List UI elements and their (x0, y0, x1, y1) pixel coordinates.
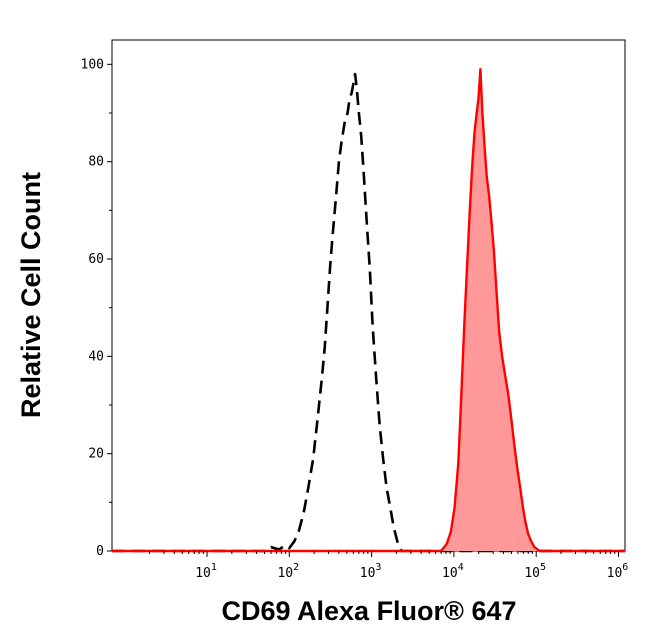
x-tick-label: 101 (195, 562, 217, 581)
y-tick-label: 20 (88, 447, 104, 462)
x-tick-label: 106 (607, 562, 629, 581)
y-tick-label: 0 (96, 544, 104, 559)
x-minor-ticks (149, 551, 616, 554)
y-tick-label: 100 (81, 57, 104, 72)
y-tick-label: 40 (88, 349, 104, 364)
series-2-fill (112, 69, 625, 551)
y-axis-title: Relative Cell Count (16, 172, 46, 418)
series-layer (112, 68, 625, 553)
y-tick-label: 60 (88, 252, 104, 267)
x-tick-label: 103 (360, 562, 382, 581)
series-1-line (112, 72, 625, 553)
plot-frame (111, 39, 626, 552)
x-tick-label: 105 (524, 562, 546, 581)
series-2-line (112, 68, 625, 553)
x-axis-title: CD69 Alexa Fluor® 647 (221, 596, 516, 626)
y-tick-label: 80 (88, 155, 104, 170)
x-tick-label: 102 (277, 562, 299, 581)
x-tick-label: 104 (442, 562, 464, 581)
y-axis-ticks: 0 20 40 60 80 100 (81, 57, 112, 559)
x-axis-ticks: 101 102 103 104 105 106 (195, 551, 628, 581)
